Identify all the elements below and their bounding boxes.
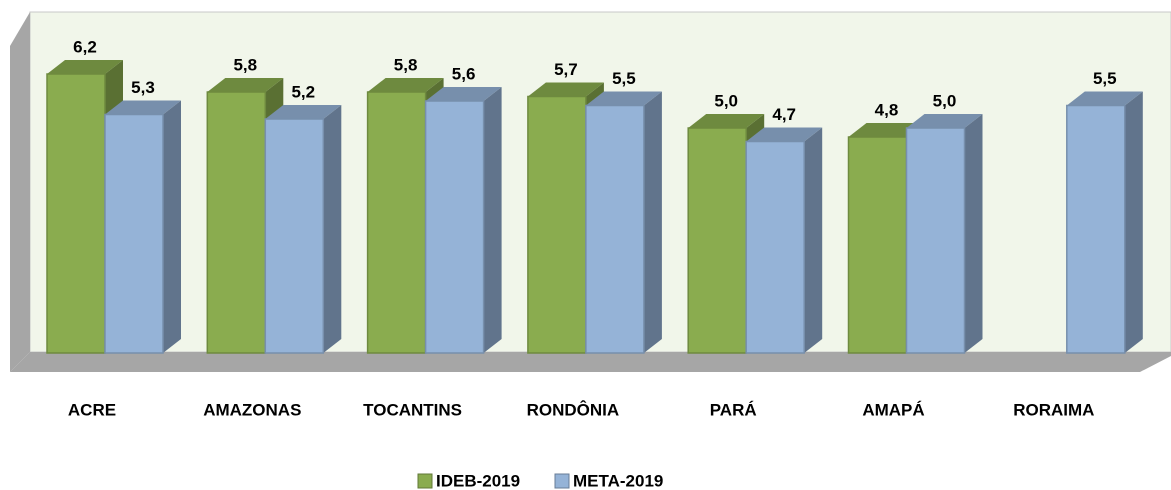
bar-top [906, 114, 983, 128]
x-tick-label: ACRE [68, 400, 116, 419]
bar [745, 140, 805, 354]
legend-label: META-2019 [573, 471, 663, 490]
x-tick-label: AMAPÁ [862, 400, 924, 419]
bar [424, 100, 485, 354]
data-label: 5,2 [291, 82, 315, 101]
x-tick-label: RONDÔNIA [527, 400, 620, 419]
bar-top [105, 100, 181, 115]
bar-side [804, 127, 823, 353]
bar-top [585, 91, 662, 106]
bar-side [964, 114, 983, 353]
bar-top [207, 78, 284, 92]
data-label: 5,5 [612, 69, 636, 88]
bar-side [643, 91, 662, 353]
bar-top [688, 114, 765, 128]
data-label: 5,8 [233, 55, 257, 74]
bar [847, 136, 908, 354]
x-tick-label: TOCANTINS [363, 400, 462, 419]
bar-side [1124, 91, 1143, 353]
x-tick-label: RORAIMA [1013, 400, 1094, 419]
bar-top [425, 87, 502, 101]
bar [905, 127, 966, 354]
bar-top [1066, 91, 1143, 106]
data-label: 4,8 [875, 100, 899, 119]
data-label: 5,0 [714, 91, 738, 110]
bar-top [47, 60, 123, 74]
bar-side [483, 87, 502, 353]
legend-swatch [554, 473, 570, 489]
legend-label: IDEB-2019 [436, 471, 520, 490]
bar [46, 73, 106, 354]
bar [585, 104, 645, 354]
data-label: 5,0 [933, 91, 957, 110]
bar-top [848, 123, 925, 137]
bar-side [163, 100, 181, 353]
data-label: 5,3 [131, 78, 155, 97]
data-label: 5,8 [394, 55, 418, 74]
bar-top [265, 105, 342, 119]
bar [264, 118, 325, 354]
x-tick-label: PARÁ [710, 400, 757, 419]
bar-side [323, 105, 342, 353]
floor [10, 352, 1171, 372]
data-label: 5,5 [1093, 69, 1117, 88]
bar [687, 127, 747, 354]
bar-top [367, 78, 444, 92]
bar-top [746, 127, 823, 142]
data-label: 6,2 [73, 37, 97, 56]
x-tick-label: AMAZONAS [203, 400, 301, 419]
data-label: 5,7 [554, 60, 578, 79]
bar [527, 95, 587, 354]
data-label: 4,7 [772, 105, 796, 124]
bar-top [527, 82, 604, 97]
bar [206, 91, 267, 354]
bar [366, 91, 427, 354]
side-wall [10, 12, 30, 372]
bar [104, 113, 164, 354]
legend-swatch [417, 473, 433, 489]
bar [1066, 104, 1126, 354]
data-label: 5,6 [452, 64, 476, 83]
